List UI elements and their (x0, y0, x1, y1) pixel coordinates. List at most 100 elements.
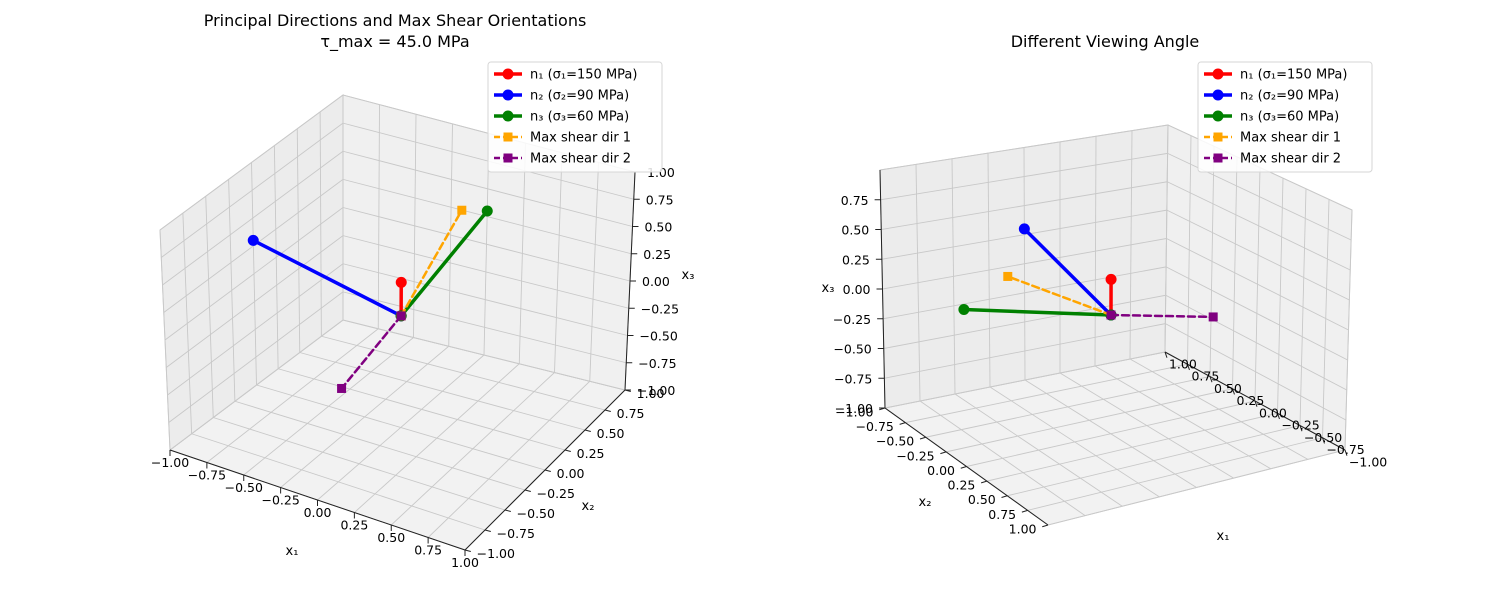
series-marker (1208, 312, 1218, 322)
legend-marker (503, 132, 513, 142)
y-tick-label: −0.50 (876, 434, 914, 449)
gridline (1164, 124, 1169, 353)
y-axis-label: x₂ (582, 499, 595, 514)
y-tick (919, 436, 926, 440)
series-marker (1106, 310, 1116, 320)
x-tick-label: −0.25 (261, 493, 299, 508)
gridline (342, 150, 633, 227)
y-tick-label: −0.75 (497, 526, 535, 541)
y-tick (524, 489, 531, 492)
gridline (319, 111, 322, 337)
x-tick-label: 0.75 (1191, 369, 1219, 384)
z-tick-label: −0.75 (834, 371, 872, 386)
x-tick (1254, 400, 1258, 407)
legend-marker (1212, 89, 1224, 101)
series-marker (395, 276, 407, 288)
series-marker (337, 383, 347, 393)
series-line (1109, 313, 1215, 319)
y-tick (584, 429, 591, 432)
x-tick (1344, 449, 1348, 456)
gridline (159, 94, 344, 231)
z-tick-label: −0.50 (833, 342, 871, 357)
x-tick-label: 0.25 (1236, 393, 1264, 408)
gridline (1166, 238, 1349, 331)
gridline (589, 162, 599, 382)
y-tick (464, 549, 471, 552)
x-tick-label: −1.00 (1349, 454, 1387, 469)
gridline (1209, 146, 1215, 377)
y-tick-label: 0.50 (597, 426, 625, 441)
legend-marker (1212, 68, 1224, 80)
y-tick-label: −0.50 (517, 506, 555, 521)
gridline (925, 376, 1211, 438)
series-5 (337, 311, 406, 393)
y-tick (1021, 509, 1028, 513)
x-tick-label: 0.50 (1214, 381, 1242, 396)
x-tick (1232, 388, 1235, 395)
plot-area: −1.00−0.75−0.50−0.250.000.250.500.751.00… (822, 124, 1387, 544)
y-tick-label: 0.25 (948, 478, 976, 493)
gridline (321, 335, 606, 411)
gridline (342, 207, 631, 282)
x-tick-label: 1.00 (1169, 356, 1197, 371)
legend-marker (1213, 153, 1223, 163)
legend-marker (502, 89, 514, 101)
series-line (251, 238, 403, 318)
y-tick-label: 0.25 (577, 446, 605, 461)
series-line (1006, 275, 1113, 317)
gridline (1187, 135, 1192, 365)
legend-frame (487, 61, 663, 173)
y-tick (564, 449, 571, 452)
legend-label: Max shear dir 2 (1240, 152, 1341, 167)
legend-label: n₁ (σ₁=150 MPa) (530, 68, 637, 83)
gridline (518, 143, 526, 364)
gridline (160, 122, 344, 258)
series-marker (1003, 271, 1013, 281)
x-tick-label: −0.75 (1326, 442, 1364, 457)
z-tick-label: −0.25 (833, 312, 871, 327)
y-tick-label: 1.00 (637, 386, 665, 401)
y-tick-label: −1.00 (477, 546, 515, 561)
gridline (1129, 358, 1309, 460)
legend-marker (503, 153, 513, 163)
y-tick (1001, 495, 1008, 498)
series-5 (1106, 310, 1218, 322)
y-tick (484, 529, 491, 532)
gridline (966, 400, 1256, 467)
gridline (354, 363, 520, 513)
y-tick-label: 0.75 (988, 507, 1016, 522)
y-tick (504, 509, 511, 512)
gridline (1167, 181, 1351, 271)
legend-marker (1212, 110, 1224, 122)
gridline (951, 158, 956, 395)
gridline (163, 179, 344, 313)
y-tick (940, 451, 947, 455)
x-tick-label: −0.75 (188, 468, 226, 483)
legend-frame (1197, 61, 1373, 173)
x-tick-label: −0.25 (1281, 418, 1319, 433)
chart-title: Principal Directions and Max Shear Orien… (204, 11, 587, 30)
legend: n₁ (σ₁=150 MPa) n₂ (σ₂=90 MPa) n₃ (σ₃=60 M… (1197, 61, 1373, 173)
x-tick-label: −0.50 (1304, 430, 1342, 445)
gridline (946, 388, 1233, 453)
x-tick-label: 0.00 (304, 505, 332, 520)
gridline (880, 152, 1168, 201)
z-tick-label: 0.50 (841, 223, 869, 238)
y-tick-label: 0.00 (557, 466, 585, 481)
z-tick-label: −0.75 (638, 356, 676, 371)
z-tick-label: −1.00 (835, 401, 873, 416)
y-tick-label: 0.50 (968, 492, 996, 507)
gridline (915, 164, 921, 402)
y-tick (1042, 524, 1049, 528)
y-axis-label: x₂ (919, 495, 932, 510)
z-tick-label: 0.75 (841, 193, 869, 208)
legend-label: n₃ (σ₃=60 MPa) (1240, 110, 1339, 125)
gridline (1094, 365, 1271, 470)
legend-marker (502, 68, 514, 80)
legend-label: n₂ (σ₂=90 MPa) (1240, 89, 1339, 104)
series-marker (396, 311, 406, 321)
x-tick (1209, 376, 1213, 383)
legend-label: Max shear dir 1 (1240, 131, 1341, 146)
gridline (296, 128, 301, 353)
